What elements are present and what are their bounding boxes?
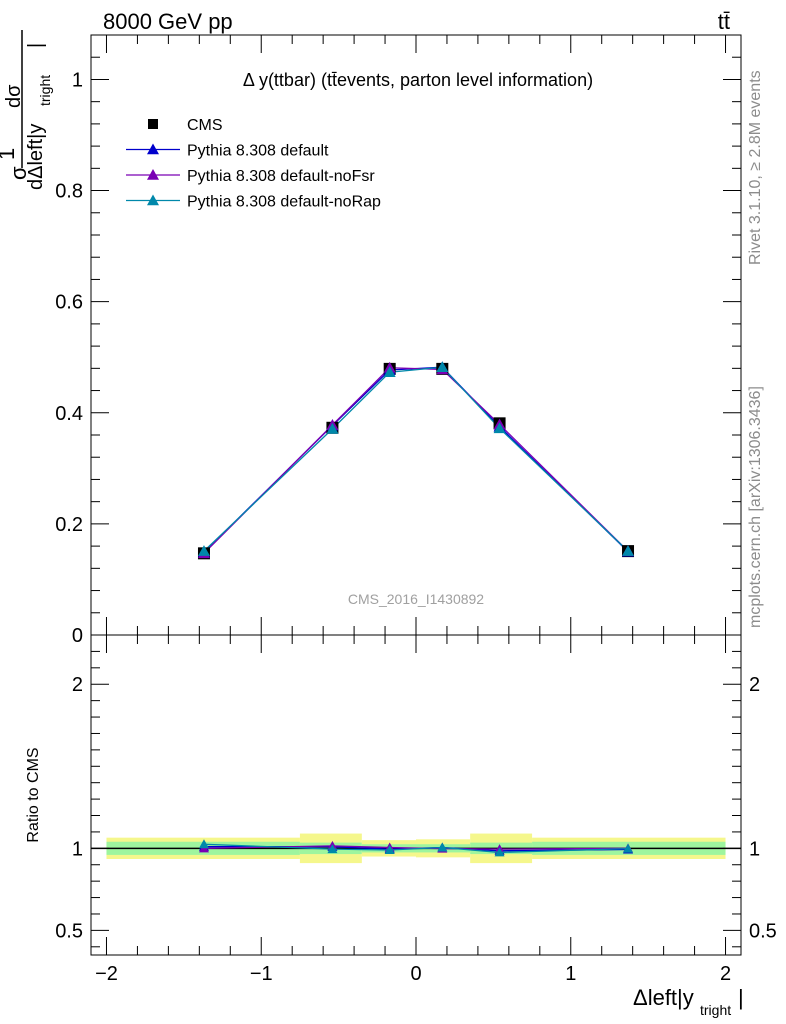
mcplots-label: mcplots.cern.ch [arXiv:1306.3436] xyxy=(747,386,764,628)
y-tick-label: 0.2 xyxy=(55,514,83,536)
legend-label: Pythia 8.308 default xyxy=(187,143,329,160)
legend-marker xyxy=(147,143,159,155)
svg-text:tright: tright xyxy=(700,1002,731,1018)
y-tick-label: 1 xyxy=(72,69,83,91)
analysis-id-label: CMS_2016_I1430892 xyxy=(348,591,484,607)
svg-text:tright: tright xyxy=(37,75,53,106)
ratio-y-tick-label: 1 xyxy=(749,838,760,860)
process-label: tt̄ xyxy=(718,9,730,34)
ratio-line-1 xyxy=(203,845,629,850)
data-point-3 xyxy=(436,361,449,373)
ratio-y-tick-label: 2 xyxy=(749,674,760,696)
data-point-3 xyxy=(622,545,635,556)
ratio-y-tick-label: 1 xyxy=(72,838,83,860)
legend-label: Pythia 8.308 default-noRap xyxy=(187,194,381,211)
x-tick-label: 0 xyxy=(410,963,421,985)
ratio-point-2 xyxy=(198,839,209,849)
y-tick-label: 0.6 xyxy=(55,292,83,314)
legend: CMS Pythia 8.308 default Pythia 8.308 defa… xyxy=(126,117,381,211)
svg-text:dσ: dσ xyxy=(3,84,25,108)
main-y-axis-label: 1 σ dσ dΔleft|y tright | xyxy=(0,30,53,190)
ratio-point-2 xyxy=(623,843,634,853)
data-point-3 xyxy=(326,422,339,434)
ratio-point-2 xyxy=(384,844,395,854)
main-frame: 0.2 0.4 0.6 0.8 1 0 xyxy=(55,34,742,647)
ratio-y-tick-label: 0.5 xyxy=(55,920,83,942)
legend-marker xyxy=(147,169,159,180)
svg-text:|: | xyxy=(25,43,47,48)
svg-text:|: | xyxy=(738,985,744,1010)
svg-text:dΔleft|y: dΔleft|y xyxy=(25,124,47,190)
ratio-y-axis-label: Ratio to CMS xyxy=(25,747,42,842)
data-point-3 xyxy=(197,545,210,556)
series-line-2 xyxy=(203,367,629,554)
chart-title: Δ y(ttbar) (tt̄events, parton level info… xyxy=(243,70,593,90)
main-series-layer xyxy=(197,361,635,560)
legend-label: CMS xyxy=(187,117,223,134)
y-tick-label: 0 xyxy=(72,625,83,647)
x-tick-label: −1 xyxy=(250,963,273,985)
series-line-1 xyxy=(203,366,629,553)
energy-label: 8000 GeV pp xyxy=(103,9,233,34)
y-tick-label: 0.8 xyxy=(55,181,83,203)
series-line-3 xyxy=(203,366,629,552)
ratio-y-tick-label: 2 xyxy=(72,674,83,696)
rivet-label: Rivet 3.1.10, ≥ 2.8M events xyxy=(747,70,764,265)
legend-marker xyxy=(147,194,159,206)
legend-marker-cms xyxy=(148,119,158,129)
ratio-point-2 xyxy=(494,847,505,857)
y-tick-label: 0.4 xyxy=(55,403,83,425)
x-tick-label: 1 xyxy=(565,963,576,985)
ratio-point-2 xyxy=(327,844,338,854)
svg-text:Δleft|y: Δleft|y xyxy=(633,985,694,1010)
svg-text:σ: σ xyxy=(6,166,31,180)
svg-text:1: 1 xyxy=(0,148,19,160)
x-axis-label: Δleft|y tright | xyxy=(633,985,744,1018)
legend-label: Pythia 8.308 default-noFsr xyxy=(187,168,375,185)
ratio-y-tick-label: 0.5 xyxy=(749,920,777,942)
ratio-plot-frame xyxy=(90,634,742,956)
ratio-series-layer xyxy=(198,839,634,857)
x-tick-label: −2 xyxy=(95,963,118,985)
x-tick-label: 2 xyxy=(720,963,731,985)
data-point-3 xyxy=(493,422,506,434)
ratio-point-2 xyxy=(437,842,448,852)
ratio-frame: −2 −1 0 1 2 0.5 0.5 1 1 2 2 xyxy=(55,634,777,985)
data-point-3 xyxy=(383,366,396,378)
ratio-line-2 xyxy=(203,843,629,854)
